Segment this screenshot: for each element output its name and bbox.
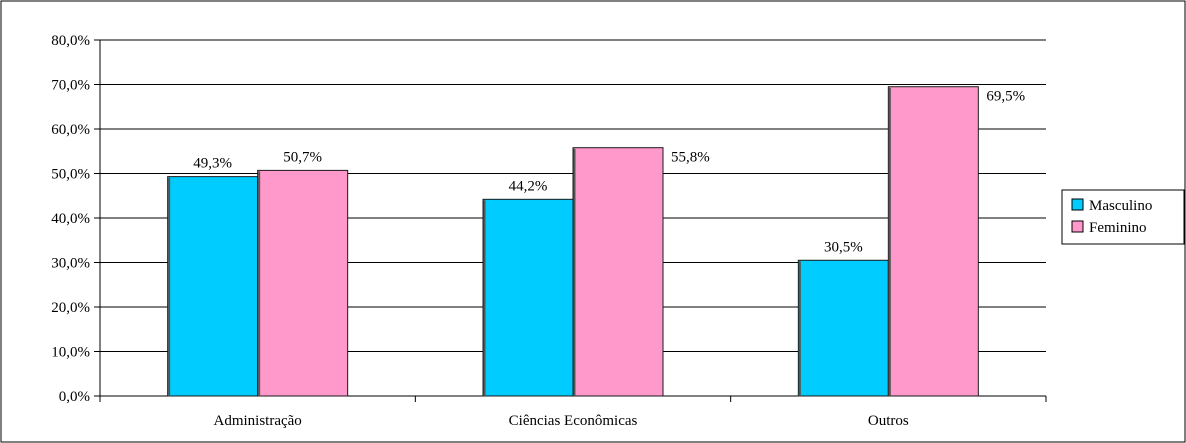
legend-swatch-feminino (1071, 220, 1084, 233)
y-tick-label: 0,0% (59, 389, 90, 405)
data-label: 49,3% (193, 156, 232, 172)
bar-masculino (167, 176, 259, 397)
data-label: 30,5% (824, 239, 863, 255)
legend-label: Feminino (1089, 220, 1147, 236)
data-label: 44,2% (509, 178, 548, 194)
y-tick-label: 40,0% (51, 211, 90, 227)
bar-feminino (257, 169, 349, 397)
y-tick-label: 20,0% (51, 300, 90, 316)
bar-feminino (887, 86, 979, 397)
y-tick-label: 30,0% (51, 256, 90, 272)
y-tick-label: 80,0% (51, 33, 90, 49)
legend-label: Masculino (1089, 198, 1152, 214)
y-tick-label: 50,0% (51, 167, 90, 183)
data-label: 55,8% (671, 150, 710, 166)
category-label: Ciências Econômicas (509, 413, 638, 429)
category-label: Outros (868, 413, 909, 429)
category-label: Administração (214, 413, 302, 429)
y-tick-label: 60,0% (51, 122, 90, 138)
bar-masculino (797, 259, 889, 397)
bar-feminino (572, 147, 664, 397)
data-labels: 49,3% 50,7% 44,2% 55,8% 30,5% 69,5% (193, 89, 1025, 256)
data-label: 50,7% (283, 149, 322, 165)
y-tick-label: 10,0% (51, 345, 90, 361)
bar-masculino (482, 198, 574, 397)
bars (167, 86, 979, 397)
legend: Masculino Feminino (1061, 189, 1185, 245)
data-label: 69,5% (986, 89, 1025, 105)
y-tick-label: 70,0% (51, 78, 90, 94)
legend-swatch-masculino (1071, 198, 1084, 211)
